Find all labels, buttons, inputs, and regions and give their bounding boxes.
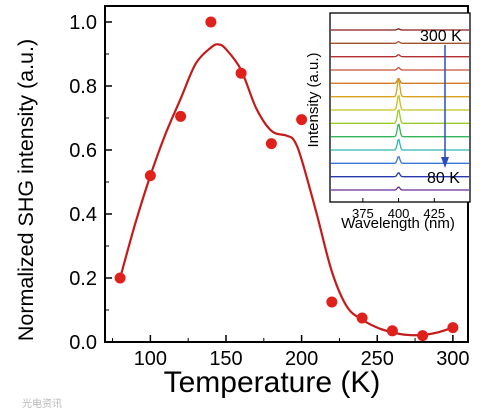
inset-x-tick-label: 375 [352, 206, 374, 221]
inset-annotation-80k: 80 K [427, 170, 460, 187]
x-tick-label: 100 [134, 348, 167, 370]
data-point [296, 114, 308, 126]
x-axis-title: Temperature (K) [164, 366, 381, 399]
x-tick-label: 200 [285, 348, 318, 370]
y-tick-label: 0.4 [69, 204, 97, 226]
y-tick-label: 0.0 [69, 332, 97, 354]
data-point [175, 110, 187, 122]
inset-x-tick-label: 400 [388, 206, 410, 221]
inset-spectrum-trace [330, 123, 469, 138]
inset-annotation-300k: 300 K [420, 28, 462, 45]
x-tick-label: 300 [436, 348, 469, 370]
inset-y-axis-title: Intensity (a.u.) [305, 52, 322, 147]
x-tick-label: 250 [361, 348, 394, 370]
data-point [326, 296, 338, 308]
inset-spectrum-trace [330, 41, 469, 44]
temperature-arrow [441, 45, 449, 168]
data-point [386, 325, 398, 337]
y-axis-title: Normalized SHG intensity (a.u.) [14, 39, 38, 341]
inset-spectrum-trace [331, 67, 469, 71]
data-point [265, 138, 277, 150]
data-point [447, 322, 459, 334]
inset-frame [329, 12, 471, 203]
inset-spectrum-trace [330, 78, 469, 98]
inset-spectrum-trace [330, 54, 469, 58]
data-point [205, 16, 217, 28]
data-point [356, 312, 368, 324]
y-tick-label: 0.8 [69, 76, 97, 98]
y-tick-label: 0.6 [69, 140, 97, 162]
y-tick-label: 1.0 [69, 12, 97, 34]
inset-spectrum-trace [331, 186, 469, 191]
inset-x-axis-title: Wavelength (nm) [341, 215, 455, 232]
data-point [114, 272, 126, 284]
inset-spectrum-trace [331, 94, 469, 111]
y-tick-label: 0.2 [69, 268, 97, 290]
inset-spectrum-trace [331, 138, 469, 151]
data-point [235, 67, 247, 79]
inset-spectrum-trace [330, 172, 469, 178]
inset-spectrum-trace [331, 28, 469, 31]
data-point [144, 170, 156, 182]
watermark: 光电资讯 [22, 397, 62, 410]
data-point [417, 330, 429, 342]
inset-spectra-panel: 375 400 425 Intensity (a.u.) Wavelength (n… [305, 12, 471, 232]
inset-spectrum-trace [330, 109, 469, 124]
x-tick-label: 150 [209, 348, 242, 370]
inset-x-tick-label: 425 [423, 206, 445, 221]
arrow-head [441, 157, 449, 168]
